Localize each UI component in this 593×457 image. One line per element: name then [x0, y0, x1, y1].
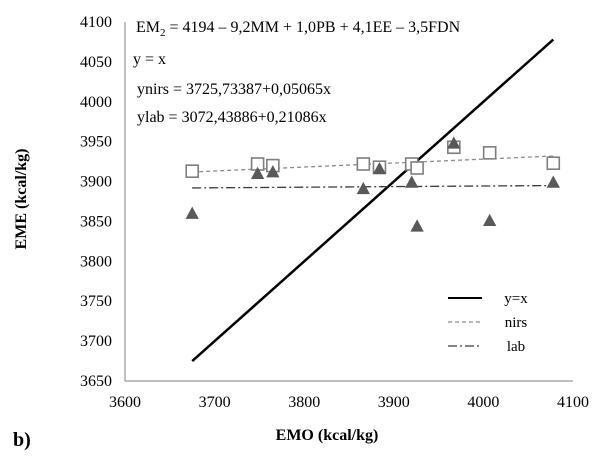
x-tick-label: 3700 [199, 394, 231, 411]
lab-point [186, 207, 198, 218]
equation-main-prefix: EM [136, 19, 160, 36]
lab-point [357, 183, 369, 194]
nirs-point [547, 157, 559, 169]
y-tick-label: 3850 [80, 213, 112, 230]
lab-point [484, 215, 496, 226]
x-tick-label: 3900 [378, 394, 410, 411]
x-tick-labels: 3600 3700 3800 3900 4000 4100 [109, 394, 589, 411]
equation-identity: y = x [133, 51, 166, 68]
y-axis-title: EME (kcal/kg) [13, 149, 30, 250]
y-tick-labels: 3650 3700 3750 3800 3850 3900 3950 4000 4050 4100 [80, 14, 112, 390]
y-tick-label: 3900 [80, 174, 112, 191]
equation-lab: ylab = 3072,43886+0,21086x [137, 109, 327, 126]
y-tick-label: 3650 [80, 373, 112, 390]
y-tick-label: 4050 [80, 54, 112, 71]
legend-label: y=x [504, 291, 528, 307]
x-tick-label: 3600 [109, 394, 141, 411]
equation-main: EM2 = 4194 – 9,2MM + 1,0PB + 4,1EE – 3,5F… [136, 19, 461, 39]
x-tick-label: 4100 [557, 394, 589, 411]
y-tick-label: 3800 [80, 253, 112, 270]
markers [186, 137, 559, 231]
y-tick-label: 4000 [80, 94, 112, 111]
x-tick-label: 3800 [288, 394, 320, 411]
nirs-point [484, 147, 496, 159]
nirs-point [186, 165, 198, 177]
panel-label: b) [13, 429, 31, 451]
legend: y=x nirs lab [448, 291, 528, 355]
lab-point [547, 176, 559, 187]
equation-main-subscript: 2 [160, 27, 166, 39]
lab_fit-line [192, 186, 553, 188]
y-tick-label: 3950 [80, 134, 112, 151]
lab-point [411, 220, 423, 231]
y-tick-label: 3750 [80, 293, 112, 310]
equation-nirs: ynirs = 3725,73387+0,05065x [137, 81, 331, 98]
legend-label: nirs [505, 315, 528, 331]
equation-main-rest: = 4194 – 9,2MM + 1,0PB + 4,1EE – 3,5FDN [170, 19, 461, 36]
legend-label: lab [507, 339, 525, 355]
lab-point [406, 176, 418, 187]
x-tick-label: 4000 [467, 394, 499, 411]
nirs-point [411, 162, 423, 174]
y-tick-label: 3700 [80, 333, 112, 350]
nirs-point [357, 158, 369, 170]
x-axis-title: EMO (kcal/kg) [276, 427, 379, 444]
y-tick-label: 4100 [80, 14, 112, 31]
